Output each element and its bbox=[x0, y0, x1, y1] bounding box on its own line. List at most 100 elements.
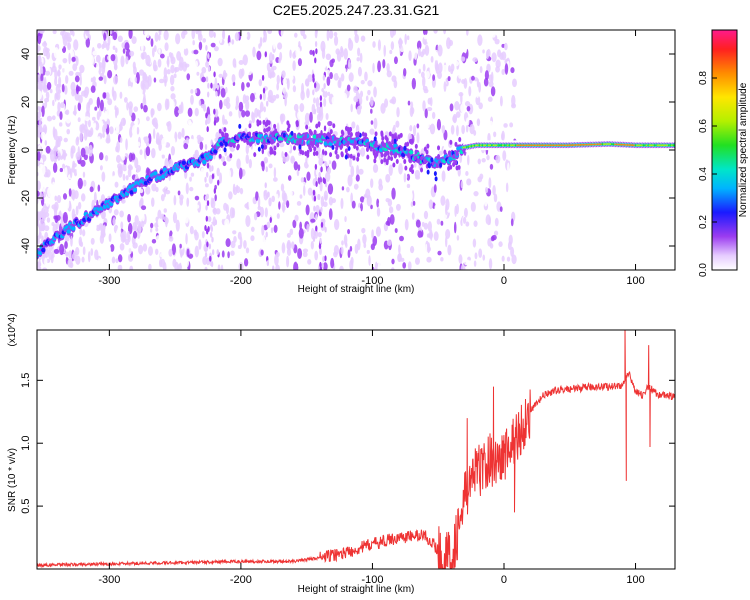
noise-speckle bbox=[98, 223, 103, 231]
ridge-scatter bbox=[400, 146, 404, 152]
noise-speckle bbox=[303, 185, 306, 197]
noise-speckle bbox=[294, 42, 299, 48]
noise-speckle bbox=[223, 245, 228, 250]
noise-speckle bbox=[194, 231, 199, 241]
noise-speckle bbox=[176, 51, 182, 61]
noise-speckle bbox=[99, 165, 103, 171]
noise-speckle bbox=[220, 166, 226, 172]
noise-speckle bbox=[227, 131, 232, 139]
noise-speckle bbox=[437, 44, 443, 57]
noise-speckle bbox=[116, 141, 120, 153]
noise-speckle bbox=[105, 137, 111, 144]
noise-streak bbox=[207, 53, 210, 60]
noise-speckle bbox=[115, 47, 118, 53]
noise-speckle bbox=[339, 265, 344, 270]
noise-speckle bbox=[510, 246, 515, 257]
noise-speckle bbox=[450, 83, 456, 96]
noise-speckle bbox=[97, 42, 102, 49]
spectrogram-y-tick-label: 40 bbox=[20, 48, 32, 60]
snr-y-tick-label: 1.0 bbox=[20, 436, 32, 451]
noise-speckle bbox=[159, 78, 165, 84]
noise-speckle bbox=[322, 262, 328, 270]
noise-speckle bbox=[328, 196, 334, 206]
noise-streak bbox=[213, 187, 217, 194]
ridge-scatter bbox=[238, 123, 242, 129]
ridge-scatter bbox=[390, 156, 394, 162]
ridge-scatter bbox=[248, 123, 252, 129]
ridge-scatter bbox=[420, 167, 424, 173]
noise-speckle bbox=[399, 184, 403, 191]
spectrogram-x-tick-label: 100 bbox=[626, 275, 644, 287]
noise-speckle bbox=[143, 104, 148, 113]
noise-speckle bbox=[456, 125, 459, 137]
ridge-scatter bbox=[302, 140, 306, 146]
noise-speckle bbox=[354, 33, 359, 44]
noise-speckle bbox=[37, 225, 40, 237]
noise-speckle bbox=[184, 258, 190, 268]
noise-speckle bbox=[263, 156, 269, 164]
noise-speckle bbox=[493, 230, 499, 236]
noise-speckle bbox=[356, 164, 360, 177]
noise-speckle bbox=[39, 163, 43, 170]
noise-speckle bbox=[300, 177, 305, 183]
noise-speckle bbox=[237, 244, 242, 250]
noise-speckle bbox=[119, 210, 124, 218]
noise-speckle bbox=[174, 106, 180, 118]
snr-x-tick-label: 0 bbox=[501, 574, 507, 586]
ridge-scatter bbox=[353, 144, 357, 150]
noise-speckle bbox=[510, 218, 514, 227]
snr-y-multiplier: (x10^4) bbox=[7, 313, 18, 346]
noise-speckle bbox=[488, 177, 492, 189]
ridge-scatter bbox=[316, 142, 320, 148]
noise-speckle bbox=[51, 115, 56, 121]
noise-speckle bbox=[48, 126, 51, 135]
ridge-mark bbox=[153, 171, 158, 176]
noise-speckle bbox=[256, 50, 262, 61]
spectrogram-y-tick-label: -40 bbox=[20, 238, 32, 254]
noise-speckle bbox=[110, 54, 116, 62]
noise-speckle bbox=[422, 63, 426, 72]
snr-x-ticks: -300 -200 -100 0 100 bbox=[98, 330, 645, 586]
noise-speckle bbox=[247, 67, 253, 76]
noise-speckle bbox=[145, 186, 151, 195]
ridge-scatter bbox=[252, 131, 256, 137]
noise-speckle bbox=[77, 177, 83, 190]
noise-speckle bbox=[102, 132, 105, 138]
noise-speckle bbox=[54, 172, 59, 178]
noise-speckle bbox=[153, 64, 158, 72]
ridge-scatter bbox=[403, 159, 407, 165]
noise-speckle bbox=[466, 105, 471, 112]
noise-speckle bbox=[512, 78, 517, 88]
noise-speckle bbox=[470, 201, 476, 212]
spectrogram-y-tick-label: 0 bbox=[20, 147, 32, 153]
noise-speckle bbox=[291, 42, 294, 52]
ridge-scatter bbox=[223, 127, 227, 133]
noise-speckle bbox=[255, 191, 259, 201]
noise-speckle bbox=[437, 261, 443, 270]
noise-speckle bbox=[170, 85, 175, 92]
ridge-scatter bbox=[267, 126, 271, 132]
noise-speckle bbox=[296, 169, 300, 177]
noise-speckle bbox=[120, 30, 124, 35]
noise-speckle bbox=[88, 144, 93, 157]
noise-streak bbox=[206, 241, 209, 248]
noise-speckle bbox=[45, 91, 50, 100]
noise-speckle bbox=[482, 49, 485, 54]
noise-speckle bbox=[223, 119, 228, 124]
noise-speckle bbox=[418, 68, 422, 74]
noise-speckle bbox=[54, 195, 58, 202]
noise-speckle bbox=[37, 55, 42, 65]
noise-speckle bbox=[196, 71, 200, 76]
noise-speckle bbox=[206, 98, 212, 105]
noise-speckle bbox=[120, 55, 125, 68]
noise-speckle bbox=[53, 248, 60, 255]
noise-speckle bbox=[411, 224, 418, 234]
noise-speckle bbox=[132, 242, 138, 249]
noise-speckle bbox=[313, 97, 316, 104]
noise-speckle bbox=[199, 141, 204, 151]
ridge-scatter bbox=[347, 130, 351, 136]
noise-speckle bbox=[75, 205, 79, 216]
noise-streak bbox=[312, 235, 316, 242]
noise-speckle bbox=[450, 63, 455, 72]
noise-streak bbox=[259, 93, 263, 100]
